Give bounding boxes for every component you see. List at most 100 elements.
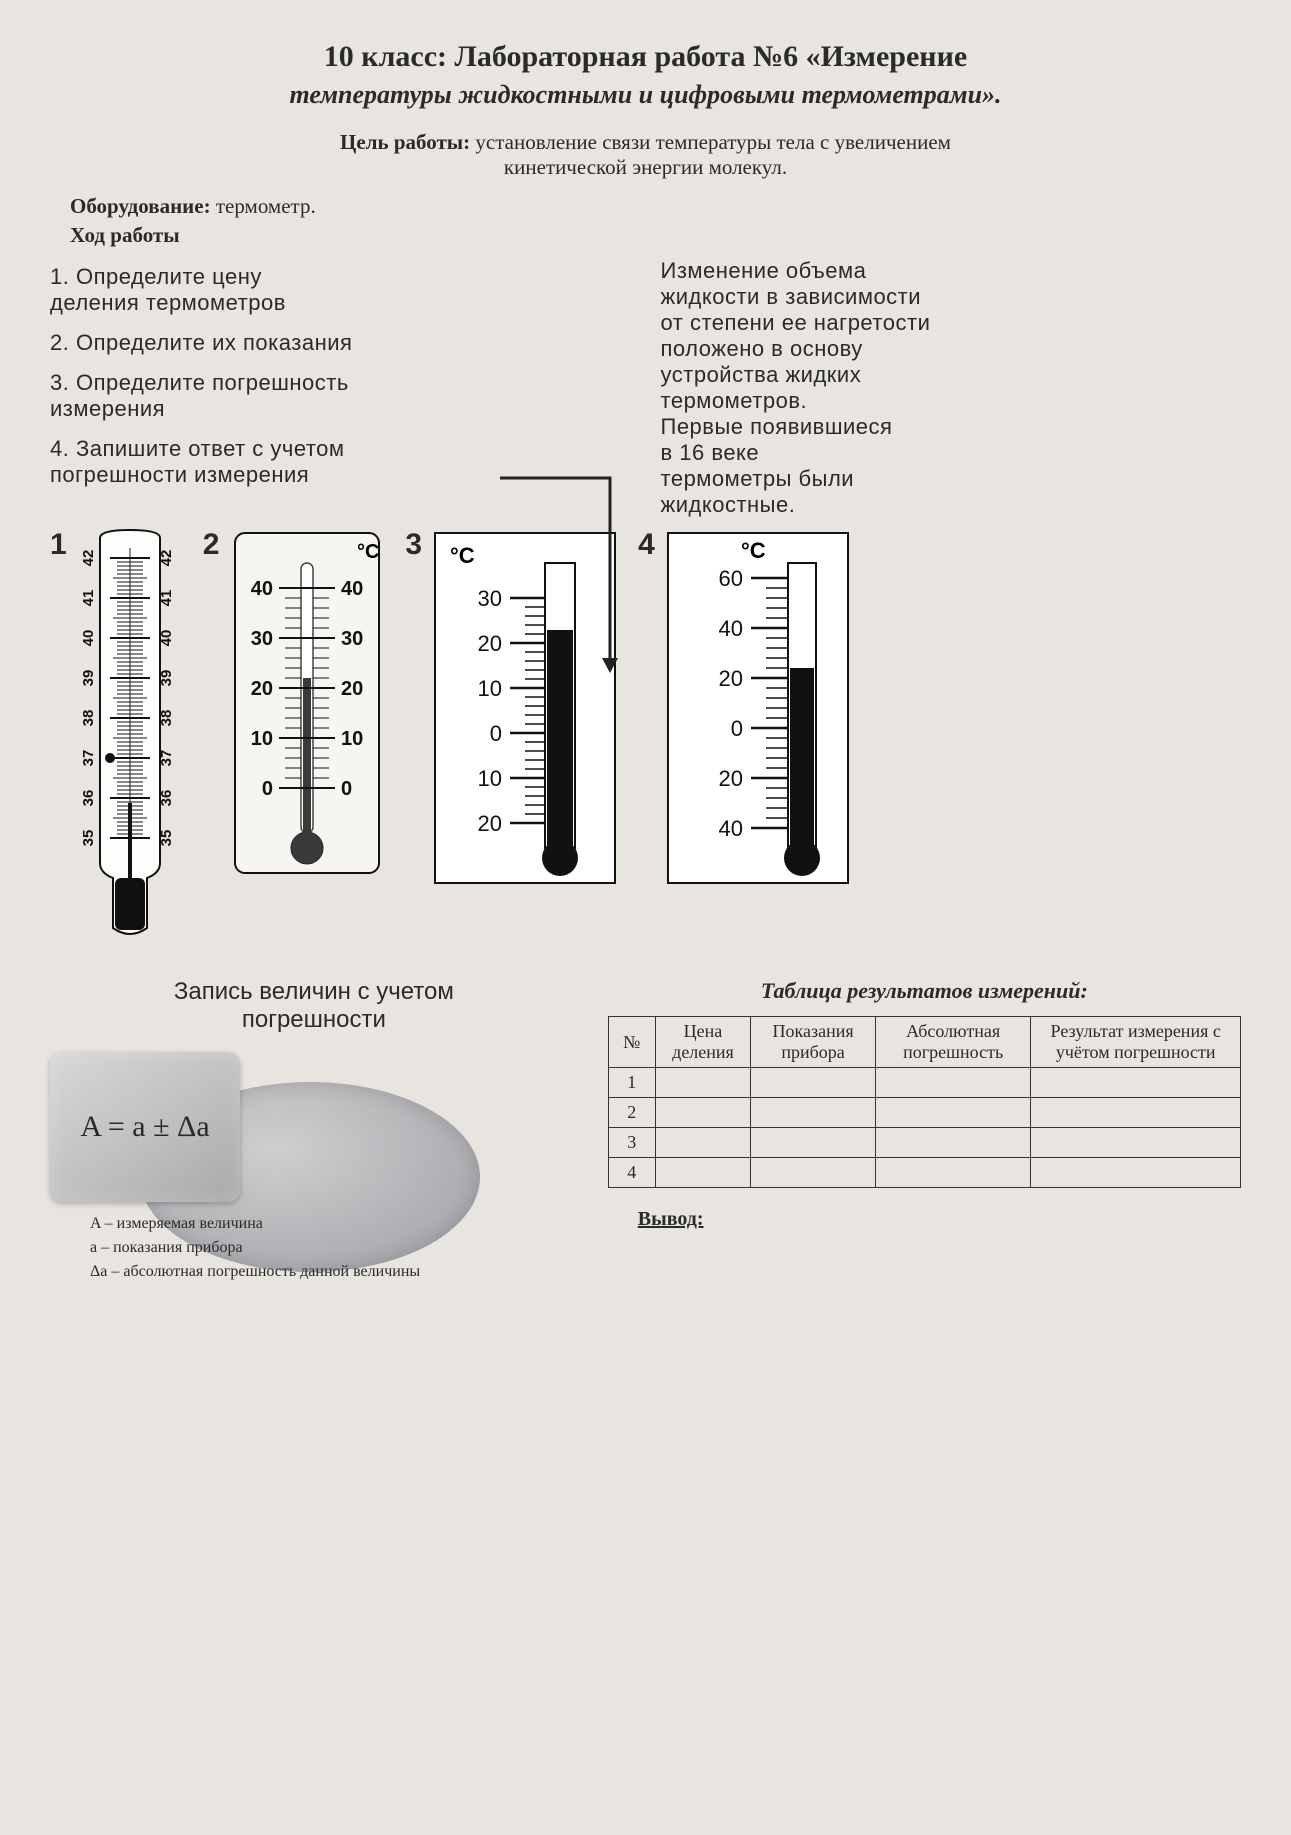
svg-text:10: 10 [341,728,363,750]
step-1b: деления термометров [50,290,286,315]
results-block: Таблица результатов измерений: № Цена де… [608,978,1241,1231]
svg-text:36: 36 [80,790,97,807]
formula-card: A = a ± Δa A – измеряемая величина a – п… [50,1052,578,1282]
thermometer-1-svg: 42424141404039393838373736363535 [75,528,185,948]
svg-text:30: 30 [251,628,273,650]
svg-text:35: 35 [158,830,175,847]
equip-text: термометр. [216,194,316,218]
table-row: 2 [608,1098,1240,1128]
legend-3: Δa – абсолютная погрешность данной велич… [90,1260,420,1284]
svg-text:41: 41 [158,590,175,607]
svg-text:60: 60 [718,566,742,591]
svg-text:0: 0 [262,778,273,800]
title-block: 10 класс: Лабораторная работа №6 «Измере… [50,40,1241,110]
info-l7: Первые появившиеся [661,414,1242,440]
th-num: № [608,1017,655,1068]
procedure-label: Ход работы [70,223,1241,248]
record-title-2: погрешности [242,1006,386,1033]
thermometer-1: 1 42424141404039393838373736363535 [50,528,185,948]
svg-text:37: 37 [80,750,97,767]
thermo-1-number: 1 [50,528,67,562]
legend-1: A – измеряемая величина [90,1212,420,1236]
goal-text-2: кинетической энергии молекул. [504,155,787,179]
bottom-row: Запись величин с учетом погрешности A = … [50,978,1241,1282]
title-line2: температуры жидкостными и цифровыми терм… [50,80,1241,110]
th-col3: Абсолютная погрешность [875,1017,1031,1068]
svg-text:0: 0 [490,721,502,746]
info-l2: жидкости в зависимости [661,284,1242,310]
svg-text:40: 40 [158,630,175,647]
row-num: 3 [608,1128,655,1158]
record-block: Запись величин с учетом погрешности A = … [50,978,578,1282]
svg-text:10: 10 [478,766,502,791]
svg-text:40: 40 [80,630,97,647]
formula-box: A = a ± Δa [50,1052,240,1202]
thermometer-row: 1 42424141404039393838373736363535 2 °C [50,528,1241,948]
th-col1: Цена деления [655,1017,751,1068]
goal-text-1: установление связи температуры тела с ув… [475,130,951,154]
info-l4: положено в основу [661,336,1242,362]
step-3b: измерения [50,396,165,421]
info-l10: жидкостные. [661,492,1242,518]
info-l5: устройства жидких [661,362,1242,388]
results-table: № Цена деления Показания прибора Абсолют… [608,1016,1241,1188]
svg-text:35: 35 [80,830,97,847]
svg-text:38: 38 [80,710,97,727]
table-row: 3 [608,1128,1240,1158]
thermo-2-unit: °C [357,541,379,563]
row-num: 2 [608,1098,655,1128]
info-l3: от степени ее нагретости [661,310,1242,336]
svg-text:38: 38 [158,710,175,727]
table-row: 1 [608,1068,1240,1098]
thermo-2-number: 2 [203,528,220,562]
svg-text:40: 40 [718,616,742,641]
table-header-row: № Цена деления Показания прибора Абсолют… [608,1017,1240,1068]
svg-text:39: 39 [158,670,175,687]
step-2: 2. Определите их показания [50,330,631,356]
th-col4: Результат измерения с учётом погрешности [1031,1017,1241,1068]
info-l1: Изменение объема [661,258,1242,284]
equip-label: Оборудование: [70,194,211,218]
thermo-3-unit: °C [450,543,475,568]
info-l9: термометры были [661,466,1242,492]
record-title: Запись величин с учетом погрешности [50,978,578,1034]
title-line1: 10 класс: Лабораторная работа №6 «Измере… [50,40,1241,74]
row-num: 4 [608,1158,655,1188]
thermometer-2-svg: °C 404030302020101000 [227,528,387,928]
svg-text:30: 30 [341,628,363,650]
svg-text:42: 42 [158,550,175,567]
info-column: Изменение объема жидкости в зависимости … [661,258,1242,518]
svg-text:40: 40 [341,578,363,600]
svg-text:39: 39 [80,670,97,687]
svg-text:40: 40 [718,816,742,841]
svg-text:20: 20 [718,666,742,691]
svg-text:37: 37 [158,750,175,767]
svg-text:10: 10 [251,728,273,750]
info-l6: термометров. [661,388,1242,414]
table-title: Таблица результатов измерений: [608,978,1241,1004]
step-4a: 4. Запишите ответ с учетом [50,436,345,461]
thermo-3-number: 3 [405,528,422,562]
arrow-icon [490,438,710,698]
svg-text:40: 40 [251,578,273,600]
svg-text:20: 20 [251,678,273,700]
table-row: 4 [608,1158,1240,1188]
thermometer-2: 2 °C 404030302020101000 [203,528,388,928]
svg-text:20: 20 [718,766,742,791]
th-col2: Показания прибора [751,1017,876,1068]
svg-text:41: 41 [80,590,97,607]
equipment-line: Оборудование: термометр. [70,194,1241,219]
svg-text:0: 0 [731,716,743,741]
step-4b: погрешности измерения [50,462,309,487]
svg-text:20: 20 [341,678,363,700]
legend-2: a – показания прибора [90,1236,420,1260]
svg-text:36: 36 [158,790,175,807]
step-3a: 3. Определите погрешность [50,370,349,395]
step-1a: 1. Определите цену [50,264,262,289]
row-num: 1 [608,1068,655,1098]
goal-label: Цель работы: [340,130,470,154]
goal-block: Цель работы: установление связи температ… [50,130,1241,180]
formula-text: A = a ± Δa [80,1110,209,1144]
record-title-1: Запись величин с учетом [174,978,454,1005]
thermo-4-unit: °C [741,538,766,563]
